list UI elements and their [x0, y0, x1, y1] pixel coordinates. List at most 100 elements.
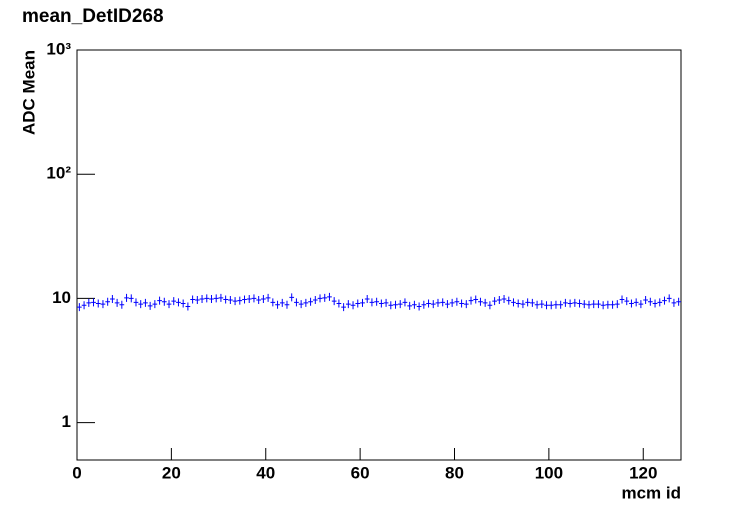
plot-frame: [76, 49, 682, 461]
data-point: [194, 296, 200, 305]
data-point: [643, 296, 648, 305]
data-point: [298, 300, 304, 309]
data-point: [563, 298, 568, 307]
data-point: [180, 299, 186, 308]
data-point: [308, 297, 313, 306]
data-point: [95, 299, 101, 308]
data-point: [468, 296, 474, 305]
data-point: [577, 299, 582, 308]
data-point: [520, 300, 526, 309]
data-point: [336, 299, 342, 308]
x-tick-label: 80: [445, 463, 464, 482]
data-point: [157, 296, 162, 305]
data-point: [345, 300, 351, 309]
data-point: [638, 300, 644, 309]
data-point: [530, 298, 535, 307]
x-tick-label: 100: [535, 463, 563, 482]
y-tick-label: 10³: [46, 39, 71, 58]
data-point: [657, 298, 663, 307]
data-point: [666, 294, 672, 303]
data-point: [119, 300, 125, 309]
data-point: [81, 301, 87, 310]
y-tick-label: 10²: [46, 164, 71, 183]
data-point: [581, 300, 587, 309]
y-tick-label: 1: [62, 412, 71, 431]
data-point: [539, 300, 545, 309]
data-point: [289, 293, 295, 302]
x-tick-label: 0: [72, 463, 81, 482]
x-tick-label: 20: [162, 463, 181, 482]
data-point: [294, 298, 299, 307]
data-point: [110, 294, 115, 303]
data-point: [610, 300, 615, 309]
data-point: [388, 301, 394, 310]
data-point: [454, 297, 460, 306]
data-point: [544, 301, 549, 310]
data-point: [633, 298, 639, 307]
data-point: [270, 298, 276, 307]
y-axis-label: ADC Mean: [19, 50, 38, 135]
data-point: [591, 300, 597, 309]
data-point: [124, 293, 129, 302]
data-point: [199, 294, 205, 303]
data-point: [237, 296, 243, 305]
data-point: [624, 297, 630, 306]
data-point: [261, 294, 266, 303]
data-point: [176, 298, 181, 307]
data-point: [161, 297, 167, 306]
data-point: [662, 296, 667, 305]
data-point: [463, 300, 469, 309]
data-point: [676, 297, 681, 306]
data-point: [393, 300, 398, 309]
data-point: [322, 293, 328, 302]
data-point: [596, 300, 601, 309]
data-point: [341, 303, 346, 312]
data-point: [619, 295, 625, 304]
data-point: [567, 299, 573, 308]
data-point: [397, 300, 403, 309]
data-point: [105, 297, 111, 306]
data-point: [209, 294, 214, 303]
data-point: [355, 299, 361, 308]
x-axis-label: mcm id: [621, 483, 681, 502]
data-point: [614, 300, 620, 309]
data-point: [647, 297, 653, 306]
data-point: [379, 299, 384, 308]
data-point: [114, 298, 120, 307]
x-tick-label: 40: [256, 463, 275, 482]
data-point: [369, 298, 375, 307]
data-point: [138, 300, 144, 309]
data-point: [265, 293, 271, 302]
data-point: [91, 298, 96, 307]
data-point: [143, 298, 148, 307]
x-tick-label: 60: [351, 463, 370, 482]
data-point: [279, 298, 285, 307]
data-point: [426, 299, 431, 308]
data-point: [232, 297, 238, 306]
data-point: [246, 294, 252, 303]
data-point: [166, 300, 172, 309]
data-point: [501, 294, 507, 303]
data-point: [496, 296, 502, 305]
data-point: [416, 302, 422, 311]
data-point: [223, 295, 228, 304]
data-point: [492, 297, 497, 306]
data-point: [605, 300, 611, 309]
data-point: [256, 296, 262, 305]
data-point: [421, 300, 427, 309]
data-point: [228, 296, 233, 305]
data-point: [218, 293, 224, 302]
data-point: [364, 294, 370, 303]
data-point: [312, 296, 318, 305]
data-point: [190, 295, 195, 304]
data-point: [171, 297, 177, 306]
data-point: [449, 298, 455, 307]
data-point: [185, 302, 191, 311]
data-point: [350, 301, 356, 310]
data-point: [553, 300, 559, 309]
data-point: [317, 294, 323, 303]
data-point: [445, 300, 450, 309]
data-point: [652, 299, 658, 308]
data-point: [482, 298, 488, 307]
